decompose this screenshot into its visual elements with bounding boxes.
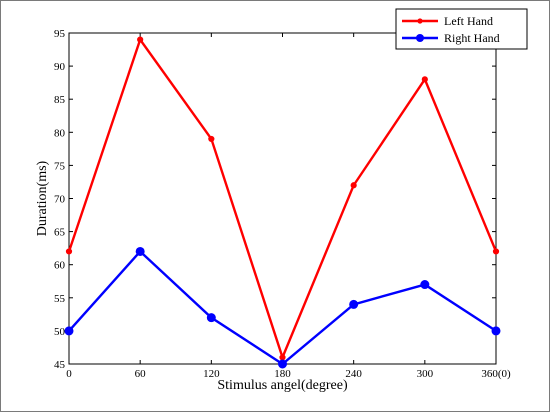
legend: Left Hand Right Hand [395, 8, 528, 50]
right-hand-point [278, 359, 287, 369]
x-tick-label: 120 [203, 368, 220, 380]
legend-box [395, 8, 528, 50]
x-tick-label: 0 [66, 368, 72, 380]
x-tick-label: 240 [345, 368, 362, 380]
x-axis-label: Stimulus angel(degree) [217, 378, 348, 393]
plot-area [68, 32, 497, 365]
right-hand-point [491, 326, 501, 336]
y-tick-label: 75 [54, 160, 66, 172]
left-hand-point [350, 182, 357, 189]
y-tick-label: 50 [54, 326, 66, 338]
y-tick-label: 85 [54, 94, 66, 106]
y-axis-ticks: 45 50 55 60 65 70 75 80 85 90 95 [54, 28, 496, 371]
series-layer [64, 36, 501, 369]
x-tick-label: 60 [135, 368, 147, 380]
left-hand-point [492, 248, 500, 255]
y-tick-label: 80 [54, 127, 66, 139]
right-hand-point [349, 299, 359, 309]
legend-right-hand-label: Right Hand [444, 31, 500, 45]
x-tick-label: 180 [274, 368, 291, 380]
right-hand-point [135, 246, 145, 256]
right-hand-point [420, 280, 430, 290]
left-hand-point [208, 135, 215, 143]
y-tick-label: 55 [54, 293, 66, 305]
y-tick-label: 45 [54, 359, 66, 371]
left-hand-point [137, 36, 144, 43]
x-axis-ticks: 0 60 120 180 240 300 360(0) [66, 33, 511, 380]
right-hand-point [206, 313, 216, 323]
left-hand-point [279, 354, 286, 361]
legend-right-hand-marker [416, 34, 424, 42]
y-tick-label: 90 [54, 61, 66, 73]
y-tick-label: 70 [54, 194, 66, 206]
plot-box [68, 32, 497, 365]
x-tick-label: 300 [417, 368, 434, 380]
legend-left-hand-marker [417, 18, 423, 24]
y-axis-label: Duration(ms) [35, 160, 50, 236]
left-hand-point [65, 248, 73, 255]
y-tick-label: 95 [54, 28, 66, 40]
legend-left-hand-label: Left Hand [444, 14, 493, 28]
x-tick-label: 360(0) [481, 368, 511, 380]
right-hand-point [64, 326, 74, 336]
y-tick-label: 60 [54, 260, 66, 272]
y-tick-label: 65 [54, 227, 66, 239]
left-hand-point [421, 76, 428, 83]
